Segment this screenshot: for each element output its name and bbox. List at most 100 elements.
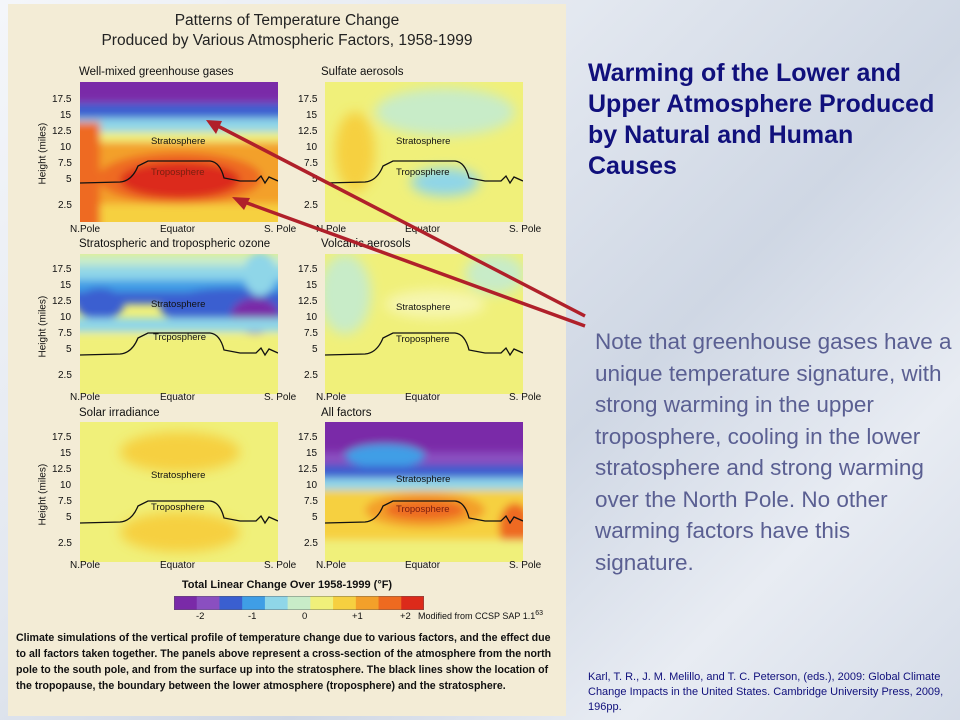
figure-credit: Modified from CCSP SAP 1.163 <box>418 610 544 621</box>
colorbar-swatch <box>333 596 357 610</box>
colorbar <box>174 596 424 610</box>
solar-troposphere-label: Troposphere <box>151 502 205 513</box>
y-tick: 15 <box>306 448 318 459</box>
x-label-spole: S. Pole <box>509 224 542 235</box>
colorbar-tick: 0 <box>302 611 308 622</box>
volcanic-stratosphere-label: Stratosphere <box>396 302 451 313</box>
colorbar-swatch <box>287 596 311 610</box>
slide-reference: Karl, T. R., J. M. Melillo, and T. C. Pe… <box>588 671 944 713</box>
y-tick: 7.5 <box>58 328 72 339</box>
sulfate-stratosphere-label: Stratosphere <box>396 136 451 147</box>
y-tick: 2.5 <box>304 200 318 211</box>
y-tick: 10 <box>306 480 318 491</box>
plot-ozone <box>80 254 278 394</box>
y-tick: 15 <box>60 448 72 459</box>
panel-title-ozone: Stratospheric and tropospheric ozone <box>79 238 271 250</box>
ozone-stratosphere-label: Stratosphere <box>151 299 206 310</box>
colorbar-swatch <box>242 596 266 610</box>
colorbar-swatch <box>219 596 243 610</box>
y-tick: 12.5 <box>52 464 72 475</box>
x-label-equator: Equator <box>405 392 441 403</box>
y-tick: 12.5 <box>298 126 318 137</box>
plot-greenhouse <box>80 82 278 222</box>
greenhouse-troposphere-label: Troposphere <box>151 167 205 178</box>
y-tick: 10 <box>60 142 72 153</box>
y-tick: 2.5 <box>304 538 318 549</box>
figure-title-line1: Patterns of Temperature Change <box>174 12 400 29</box>
y-tick: 15 <box>60 110 72 121</box>
colorbar-swatch <box>174 596 198 610</box>
ozone-troposphere-label: Trcposphere <box>153 332 206 343</box>
slide-note: Note that greenhouse gases have a unique… <box>595 329 952 575</box>
y-tick: 15 <box>306 110 318 121</box>
colorbar-swatch <box>355 596 380 610</box>
colorbar-swatch <box>401 596 424 610</box>
colorbar-swatch <box>310 596 334 610</box>
x-label-spole: S. Pole <box>509 392 542 403</box>
slide-title: Warming of the Lower and Upper Atmospher… <box>588 59 935 180</box>
colorbar-tick: -1 <box>248 611 257 622</box>
y-tick: 7.5 <box>304 496 318 507</box>
y-tick: 5 <box>66 512 72 523</box>
y-axis-title-row3: Height (miles) <box>37 463 49 526</box>
panel-title-solar: Solar irradiance <box>79 407 160 419</box>
y-tick: 10 <box>60 312 72 323</box>
panel-title-all: All factors <box>321 407 372 419</box>
plot-volcanic <box>325 254 523 394</box>
volcanic-troposphere-label: Troposphere <box>396 334 450 345</box>
y-tick: 7.5 <box>58 158 72 169</box>
y-tick: 7.5 <box>304 328 318 339</box>
panel-title-greenhouse: Well-mixed greenhouse gases <box>79 66 234 78</box>
colorbar-title: Total Linear Change Over 1958-1999 (°F) <box>181 579 393 591</box>
y-tick: 17.5 <box>298 264 318 275</box>
y-tick: 10 <box>306 142 318 153</box>
y-tick: 17.5 <box>298 432 318 443</box>
x-label-npole: N.Pole <box>316 560 347 571</box>
colorbar-swatch <box>378 596 402 610</box>
all-troposphere-label: Troposphere <box>396 504 450 515</box>
y-tick: 2.5 <box>58 538 72 549</box>
x-label-spole: S. Pole <box>264 560 297 571</box>
temperature-change-figure: Patterns of Temperature Change Produced … <box>8 4 566 716</box>
x-label-equator: Equator <box>160 560 196 571</box>
colorbar-tick: +1 <box>352 611 363 622</box>
y-axis-title-row2: Height (miles) <box>37 295 49 358</box>
greenhouse-stratosphere-label: Stratosphere <box>151 136 206 147</box>
y-tick: 5 <box>66 344 72 355</box>
solar-stratosphere-label: Stratosphere <box>151 470 206 481</box>
figure-caption: Climate simulations of the vertical prof… <box>16 632 552 692</box>
x-label-equator: Equator <box>160 392 196 403</box>
x-label-spole: S. Pole <box>264 224 297 235</box>
y-tick: 2.5 <box>58 370 72 381</box>
sulfate-troposphere-label: Troposphere <box>396 167 450 178</box>
colorbar-tick: -2 <box>196 611 205 622</box>
x-label-spole: S. Pole <box>264 392 297 403</box>
x-label-npole: N.Pole <box>316 224 347 235</box>
y-tick: 5 <box>312 344 318 355</box>
all-stratosphere-label: Stratosphere <box>396 474 451 485</box>
x-label-equator: Equator <box>405 224 441 235</box>
plot-solar <box>80 422 278 562</box>
x-label-npole: N.Pole <box>316 392 347 403</box>
y-tick: 15 <box>60 280 72 291</box>
y-tick: 2.5 <box>304 370 318 381</box>
y-tick: 2.5 <box>58 200 72 211</box>
x-label-spole: S. Pole <box>509 560 542 571</box>
x-label-npole: N.Pole <box>70 560 101 571</box>
x-label-npole: N.Pole <box>70 392 101 403</box>
x-label-equator: Equator <box>160 224 196 235</box>
y-axis-title-row1: Height (miles) <box>37 122 49 185</box>
y-tick: 10 <box>60 480 72 491</box>
y-tick: 17.5 <box>52 432 72 443</box>
x-label-npole: N.Pole <box>70 224 101 235</box>
y-tick: 15 <box>306 280 318 291</box>
y-tick: 12.5 <box>298 296 318 307</box>
x-label-equator: Equator <box>405 560 441 571</box>
plot-sulfate <box>325 82 523 222</box>
plot-all-factors <box>325 422 523 562</box>
y-tick: 5 <box>66 174 72 185</box>
panel-title-volcanic: Volcanic aerosols <box>321 238 411 250</box>
colorbar-swatch <box>264 596 289 610</box>
y-tick: 5 <box>312 512 318 523</box>
y-tick: 10 <box>306 312 318 323</box>
